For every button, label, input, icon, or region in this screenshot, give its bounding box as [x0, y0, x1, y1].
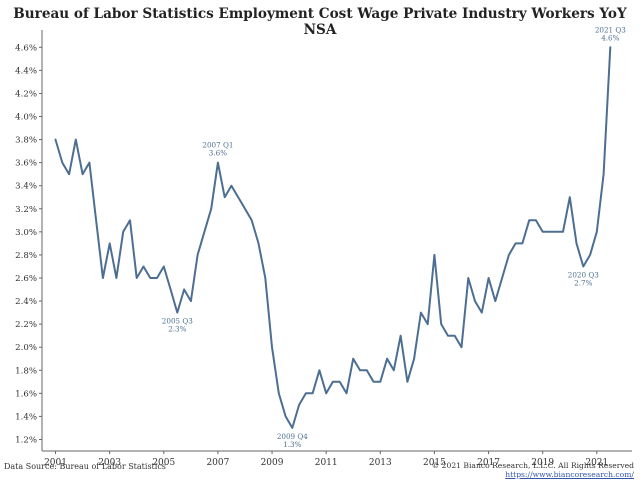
annotation-value: 4.6% — [601, 33, 619, 42]
data-source-note: Data Source: Bureau of Labor Statistics — [4, 462, 166, 471]
y-tick-label: 1.8% — [15, 366, 37, 376]
y-tick-label: 2.8% — [15, 251, 37, 261]
x-tick-label: 2013 — [369, 458, 392, 468]
y-axis-ticks: 1.2% 1.4% 1.6% 1.8% 2.0% 2.2% 2.4% 2.6% 2.8% 3.0%… — [15, 43, 42, 445]
annotation-label: 2020 Q3 — [568, 270, 599, 279]
website-link[interactable]: https://www.biancoresearch.com/ — [505, 470, 634, 479]
x-tick-label: 2003 — [98, 458, 121, 468]
series-layer — [54, 46, 612, 429]
x-tick-label: 2017 — [477, 458, 500, 468]
y-tick-label: 4.6% — [15, 43, 37, 53]
axes — [41, 30, 632, 452]
annotation-label: 2021 Q3 — [595, 25, 626, 34]
x-axis-ticks: 2001 2003 2005 2007 2009 2011 2013 2015 2017 2019… — [44, 451, 608, 468]
annotations: 2005 Q32.3% 2007 Q13.6% 2009 Q41.3% 2020 Q3… — [162, 25, 626, 449]
series-line — [54, 46, 612, 429]
y-tick-label: 2.6% — [15, 274, 37, 284]
y-tick-label: 1.4% — [15, 412, 37, 422]
y-tick-label: 4.2% — [15, 89, 37, 99]
annotation-label: 2009 Q4 — [277, 432, 308, 441]
y-tick-label: 2.0% — [15, 343, 37, 353]
y-tick-label: 3.2% — [15, 205, 37, 215]
y-tick-label: 1.2% — [15, 435, 37, 445]
x-tick-label: 2015 — [423, 458, 446, 468]
chart-title: Bureau of Labor Statistics Employment Co… — [13, 6, 627, 38]
annotation-label: 2007 Q1 — [202, 141, 233, 150]
annotation-value: 2.7% — [574, 278, 592, 287]
annotation-value: 2.3% — [168, 325, 186, 334]
x-tick-label: 2001 — [44, 458, 67, 468]
x-tick-label: 2007 — [206, 458, 229, 468]
y-tick-label: 1.6% — [15, 389, 37, 399]
copyright-text: © 2021 Bianco Research, L.L.C. All Right… — [431, 461, 634, 470]
y-tick-label: 4.4% — [15, 66, 37, 76]
y-tick-label: 3.8% — [15, 136, 37, 146]
annotation-value: 3.6% — [209, 149, 227, 158]
y-tick-label: 3.0% — [15, 228, 37, 238]
y-tick-label: 2.4% — [15, 297, 37, 307]
x-tick-label: 2019 — [531, 458, 554, 468]
annotation-value: 1.3% — [283, 440, 301, 449]
y-tick-label: 2.2% — [15, 320, 37, 330]
x-tick-label: 2005 — [152, 458, 175, 468]
copyright-block: © 2021 Bianco Research, L.L.C. All Right… — [432, 461, 634, 479]
y-tick-label: 4.0% — [15, 113, 37, 123]
x-tick-label: 2009 — [261, 458, 284, 468]
x-tick-label: 2011 — [315, 458, 338, 468]
y-tick-label: 3.4% — [15, 182, 37, 192]
x-tick-label: 2021 — [585, 458, 608, 468]
annotation-label: 2005 Q3 — [162, 317, 193, 326]
y-tick-label: 3.6% — [15, 159, 37, 169]
